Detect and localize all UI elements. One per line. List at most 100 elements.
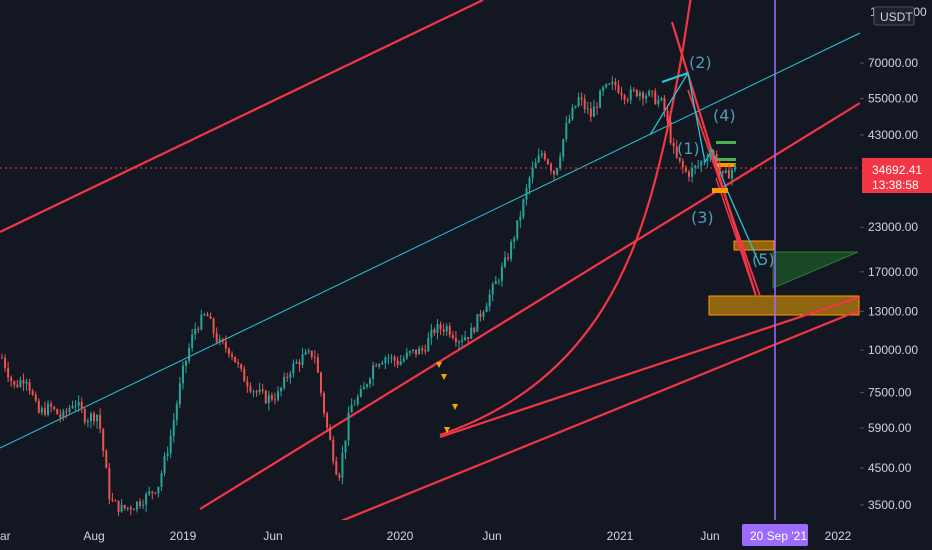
- candle-body: [218, 339, 221, 343]
- candle-body: [151, 491, 154, 493]
- time-axis[interactable]: ar Aug 2019 Jun 2020 Jun 2021 Jun 2022 20 Sep '2…: [0, 520, 932, 550]
- candle-body: [163, 455, 166, 474]
- candle-body: [454, 337, 457, 343]
- candle-body: [50, 403, 53, 407]
- candle-body: [697, 165, 700, 167]
- candle-body: [589, 108, 592, 117]
- candle-body: [43, 408, 46, 415]
- trendline-support-1[interactable]: [199, 102, 861, 510]
- y-tick-label: 7500.00: [868, 386, 912, 400]
- price-axis[interactable]: 100000.00 USDT 70000.0055000.0043000.002…: [860, 0, 932, 520]
- candle-body: [378, 364, 381, 367]
- y-tick-label: 4500.00: [868, 461, 912, 475]
- candle-body: [571, 107, 574, 120]
- candle-body: [623, 95, 626, 100]
- parabolic-curve[interactable]: [439, 0, 693, 437]
- trendline-support-2[interactable]: [269, 308, 861, 550]
- wave-count-path[interactable]: [649, 71, 761, 266]
- candle-body: [105, 450, 108, 469]
- candle-body: [632, 89, 635, 91]
- x-tick-label: Jun: [700, 529, 719, 543]
- candle-body: [684, 167, 687, 172]
- candle-body: [513, 238, 516, 242]
- candle-body: [292, 363, 295, 374]
- candle-body: [231, 354, 234, 357]
- candle-body: [295, 362, 298, 364]
- trendline-support-3[interactable]: [439, 295, 861, 439]
- candle-body: [191, 334, 194, 349]
- candle-body: [602, 87, 605, 91]
- candle-body: [96, 414, 99, 422]
- candle-body: [77, 401, 80, 406]
- wave-top-line[interactable]: [661, 72, 689, 83]
- candle-body: [565, 122, 568, 140]
- candle-body: [562, 139, 565, 157]
- candlestick-series: [1, 75, 736, 516]
- trendline-decline-1[interactable]: [670, 21, 758, 297]
- candle-body: [310, 350, 313, 358]
- candle-body: [166, 453, 169, 456]
- y-tick-label: 3500.00: [868, 498, 912, 512]
- currency-badge[interactable]: [873, 6, 915, 26]
- candle-body: [172, 419, 175, 436]
- candle-body: [154, 492, 157, 494]
- candle-body: [313, 357, 316, 359]
- candle-body: [461, 340, 464, 342]
- candle-body: [353, 404, 356, 406]
- candle-body: [258, 389, 261, 393]
- candle-body: [319, 372, 322, 393]
- candle-body: [464, 337, 467, 341]
- candle-body: [80, 401, 83, 409]
- x-tick-label: 2022: [825, 529, 852, 543]
- candle-body: [212, 318, 215, 333]
- candle-body: [246, 381, 249, 387]
- candle-body: [74, 405, 77, 407]
- candle-body: [457, 341, 460, 343]
- marker-green-2: [716, 158, 736, 161]
- candle-body: [86, 421, 89, 423]
- y-tick-label: 70000.00: [868, 56, 918, 70]
- candle-body: [669, 121, 672, 143]
- candle-body: [62, 411, 65, 418]
- candle-body: [648, 90, 651, 96]
- candle-body: [68, 408, 71, 412]
- date-marker-label: 20 Sep '21: [750, 529, 807, 543]
- candle-body: [114, 500, 117, 502]
- candle-body: [10, 377, 13, 382]
- trendline-wave-link[interactable]: [715, 177, 757, 297]
- candle-body: [34, 394, 37, 401]
- channel-line-cyan[interactable]: [0, 32, 861, 449]
- candle-body: [390, 356, 393, 358]
- candle-body: [47, 403, 50, 415]
- candle-body: [286, 376, 289, 378]
- candle-body: [678, 157, 681, 161]
- candle-body: [181, 365, 184, 384]
- candle-body: [142, 504, 145, 506]
- candle-body: [347, 412, 350, 441]
- target-triangle[interactable]: [772, 251, 859, 289]
- candle-body: [175, 404, 178, 420]
- candle-body: [580, 97, 583, 100]
- candle-body: [1, 357, 3, 359]
- candle-body: [304, 352, 307, 355]
- candle-body: [724, 170, 727, 173]
- marker-triangle-1: [436, 362, 442, 368]
- candle-body: [203, 314, 206, 316]
- candle-body: [418, 348, 421, 355]
- candle-body: [427, 337, 430, 352]
- candle-body: [65, 411, 68, 413]
- trendline-upper-channel[interactable]: [0, 0, 484, 233]
- candle-body: [194, 328, 197, 335]
- candle-body: [40, 408, 43, 413]
- marker-triangle-3: [452, 404, 458, 410]
- candle-body: [651, 90, 654, 92]
- drawing-layer[interactable]: [0, 0, 861, 550]
- candle-body: [7, 368, 10, 378]
- candle-body: [280, 387, 283, 392]
- candle-body: [497, 280, 500, 282]
- candle-body: [494, 281, 497, 285]
- candle-body: [645, 95, 648, 99]
- candle-body: [31, 390, 34, 395]
- candle-body: [71, 406, 74, 409]
